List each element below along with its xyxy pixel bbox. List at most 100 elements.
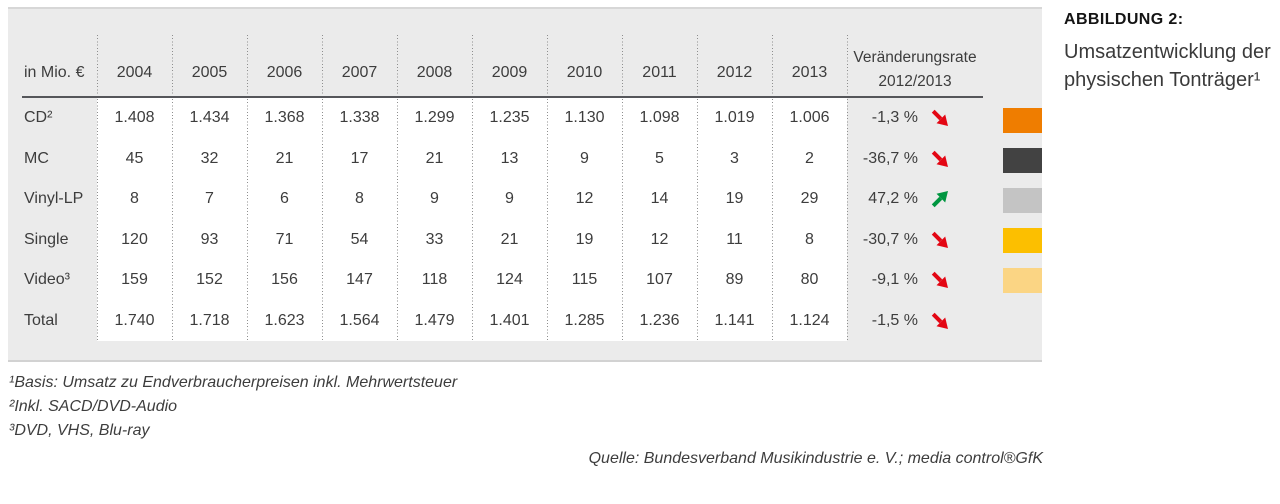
figure-title-line1: Umsatzentwicklung der <box>1064 41 1271 63</box>
value-cell: 12 <box>575 190 594 208</box>
panel-top-edge <box>8 7 1042 9</box>
year-header: 2006 <box>266 64 303 81</box>
change-value: -1,3 % <box>871 109 918 127</box>
value-cell: 1.740 <box>114 311 155 329</box>
table-row-video: Video³ 159 152 156 147 118 124 115 107 8… <box>8 260 983 301</box>
year-header: 2011 <box>642 64 677 81</box>
footnote-3: ³DVD, VHS, Blu-ray <box>9 422 150 439</box>
value-cell: 21 <box>425 149 444 167</box>
table-row-cd: CD² 1.408 1.434 1.368 1.338 1.299 1.235 … <box>8 98 983 139</box>
value-cell: 8 <box>805 230 814 248</box>
value-cell: 156 <box>271 271 298 289</box>
value-cell: 6 <box>280 190 289 208</box>
legend-swatch-vinyl <box>1003 188 1042 213</box>
trend-down-arrow-icon <box>931 150 949 168</box>
value-cell: 71 <box>275 230 294 248</box>
table-row-mc: MC 45 32 21 17 21 13 9 5 3 2 -36,7 % <box>8 139 983 180</box>
value-cell: 1.623 <box>264 311 305 329</box>
column-separator <box>472 35 473 342</box>
year-header: 2013 <box>791 64 828 81</box>
change-rate-header-line2: 2012/2013 <box>878 73 952 90</box>
value-cell: 9 <box>580 149 589 167</box>
column-separator <box>697 35 698 342</box>
value-cell: 1.285 <box>564 311 605 329</box>
value-cell: 1.338 <box>339 109 380 127</box>
column-separator <box>847 35 848 342</box>
column-separator <box>772 35 773 342</box>
value-cell: 7 <box>205 190 214 208</box>
column-separator <box>622 35 623 342</box>
trend-down-arrow-icon <box>931 231 949 249</box>
value-cell: 89 <box>725 271 744 289</box>
value-cell: 115 <box>571 271 598 289</box>
value-cell: 1.098 <box>639 109 680 127</box>
value-cell: 1.124 <box>789 311 830 329</box>
change-value: -1,5 % <box>871 311 918 329</box>
value-cell: 3 <box>730 149 739 167</box>
change-value: -36,7 % <box>862 149 918 167</box>
trend-up-arrow-icon <box>931 190 949 208</box>
value-cell: 11 <box>726 230 743 248</box>
header-divider <box>22 96 983 98</box>
change-cell: -30,7 % <box>847 231 983 249</box>
value-cell: 1.718 <box>189 311 230 329</box>
value-cell: 21 <box>275 149 294 167</box>
value-cell: 1.141 <box>714 311 755 329</box>
value-cell: 1.235 <box>489 109 530 127</box>
data-table-panel: in Mio. € 2004 2005 2006 2007 2008 2009 … <box>8 7 1042 362</box>
value-cell: 17 <box>350 149 369 167</box>
value-cell: 54 <box>350 230 369 248</box>
value-cell: 1.564 <box>339 311 380 329</box>
legend-swatch-cd <box>1003 108 1042 133</box>
legend-swatch-video <box>1003 268 1042 293</box>
value-cell: 1.479 <box>414 311 455 329</box>
change-cell: -1,5 % <box>847 312 983 330</box>
unit-label: in Mio. € <box>24 64 85 81</box>
year-header: 2008 <box>416 64 453 81</box>
value-cell: 9 <box>430 190 439 208</box>
value-cell: 13 <box>500 149 519 167</box>
change-value: -30,7 % <box>862 230 918 248</box>
value-cell: 1.236 <box>639 311 680 329</box>
value-cell: 152 <box>196 271 223 289</box>
column-separator <box>172 35 173 342</box>
value-cell: 14 <box>650 190 669 208</box>
table-row-single: Single 120 93 71 54 33 21 19 12 11 8 -30… <box>8 220 983 261</box>
value-cell: 19 <box>575 230 594 248</box>
legend-swatch-single <box>1003 228 1042 253</box>
column-separator <box>547 35 548 342</box>
change-value: 47,2 % <box>868 190 918 208</box>
year-header: 2009 <box>491 64 528 81</box>
row-label: CD² <box>24 109 53 127</box>
trend-down-arrow-icon <box>931 109 949 127</box>
value-cell: 32 <box>200 149 219 167</box>
change-rate-header-line1: Veränderungsrate <box>853 49 977 66</box>
panel-bottom-edge <box>8 360 1042 362</box>
change-cell: 47,2 % <box>847 190 983 208</box>
figure-title-line2: physischen Tonträger¹ <box>1064 69 1261 91</box>
change-rate-header: Veränderungsrate 2012/2013 <box>847 46 983 94</box>
trend-down-arrow-icon <box>931 312 949 330</box>
change-cell: -9,1 % <box>847 271 983 289</box>
value-cell: 118 <box>421 271 448 289</box>
value-cell: 80 <box>800 271 819 289</box>
year-header-row: 2004 2005 2006 2007 2008 2009 2010 2011 … <box>97 61 847 85</box>
year-header: 2005 <box>191 64 228 81</box>
value-cell: 147 <box>346 271 373 289</box>
legend-swatch-mc <box>1003 148 1042 173</box>
row-label: Video³ <box>24 271 70 289</box>
value-cell: 12 <box>650 230 669 248</box>
value-cell: 1.006 <box>789 109 830 127</box>
value-cell: 1.401 <box>489 311 530 329</box>
value-cell: 124 <box>496 271 523 289</box>
value-cell: 1.130 <box>564 109 605 127</box>
row-label: MC <box>24 149 49 167</box>
value-cell: 1.019 <box>714 109 755 127</box>
value-cell: 21 <box>500 230 519 248</box>
value-cell: 1.434 <box>189 109 230 127</box>
column-separator <box>97 35 98 342</box>
value-cell: 8 <box>130 190 139 208</box>
row-label: Total <box>24 311 58 329</box>
footnote-1: ¹Basis: Umsatz zu Endverbraucherpreisen … <box>9 374 458 391</box>
